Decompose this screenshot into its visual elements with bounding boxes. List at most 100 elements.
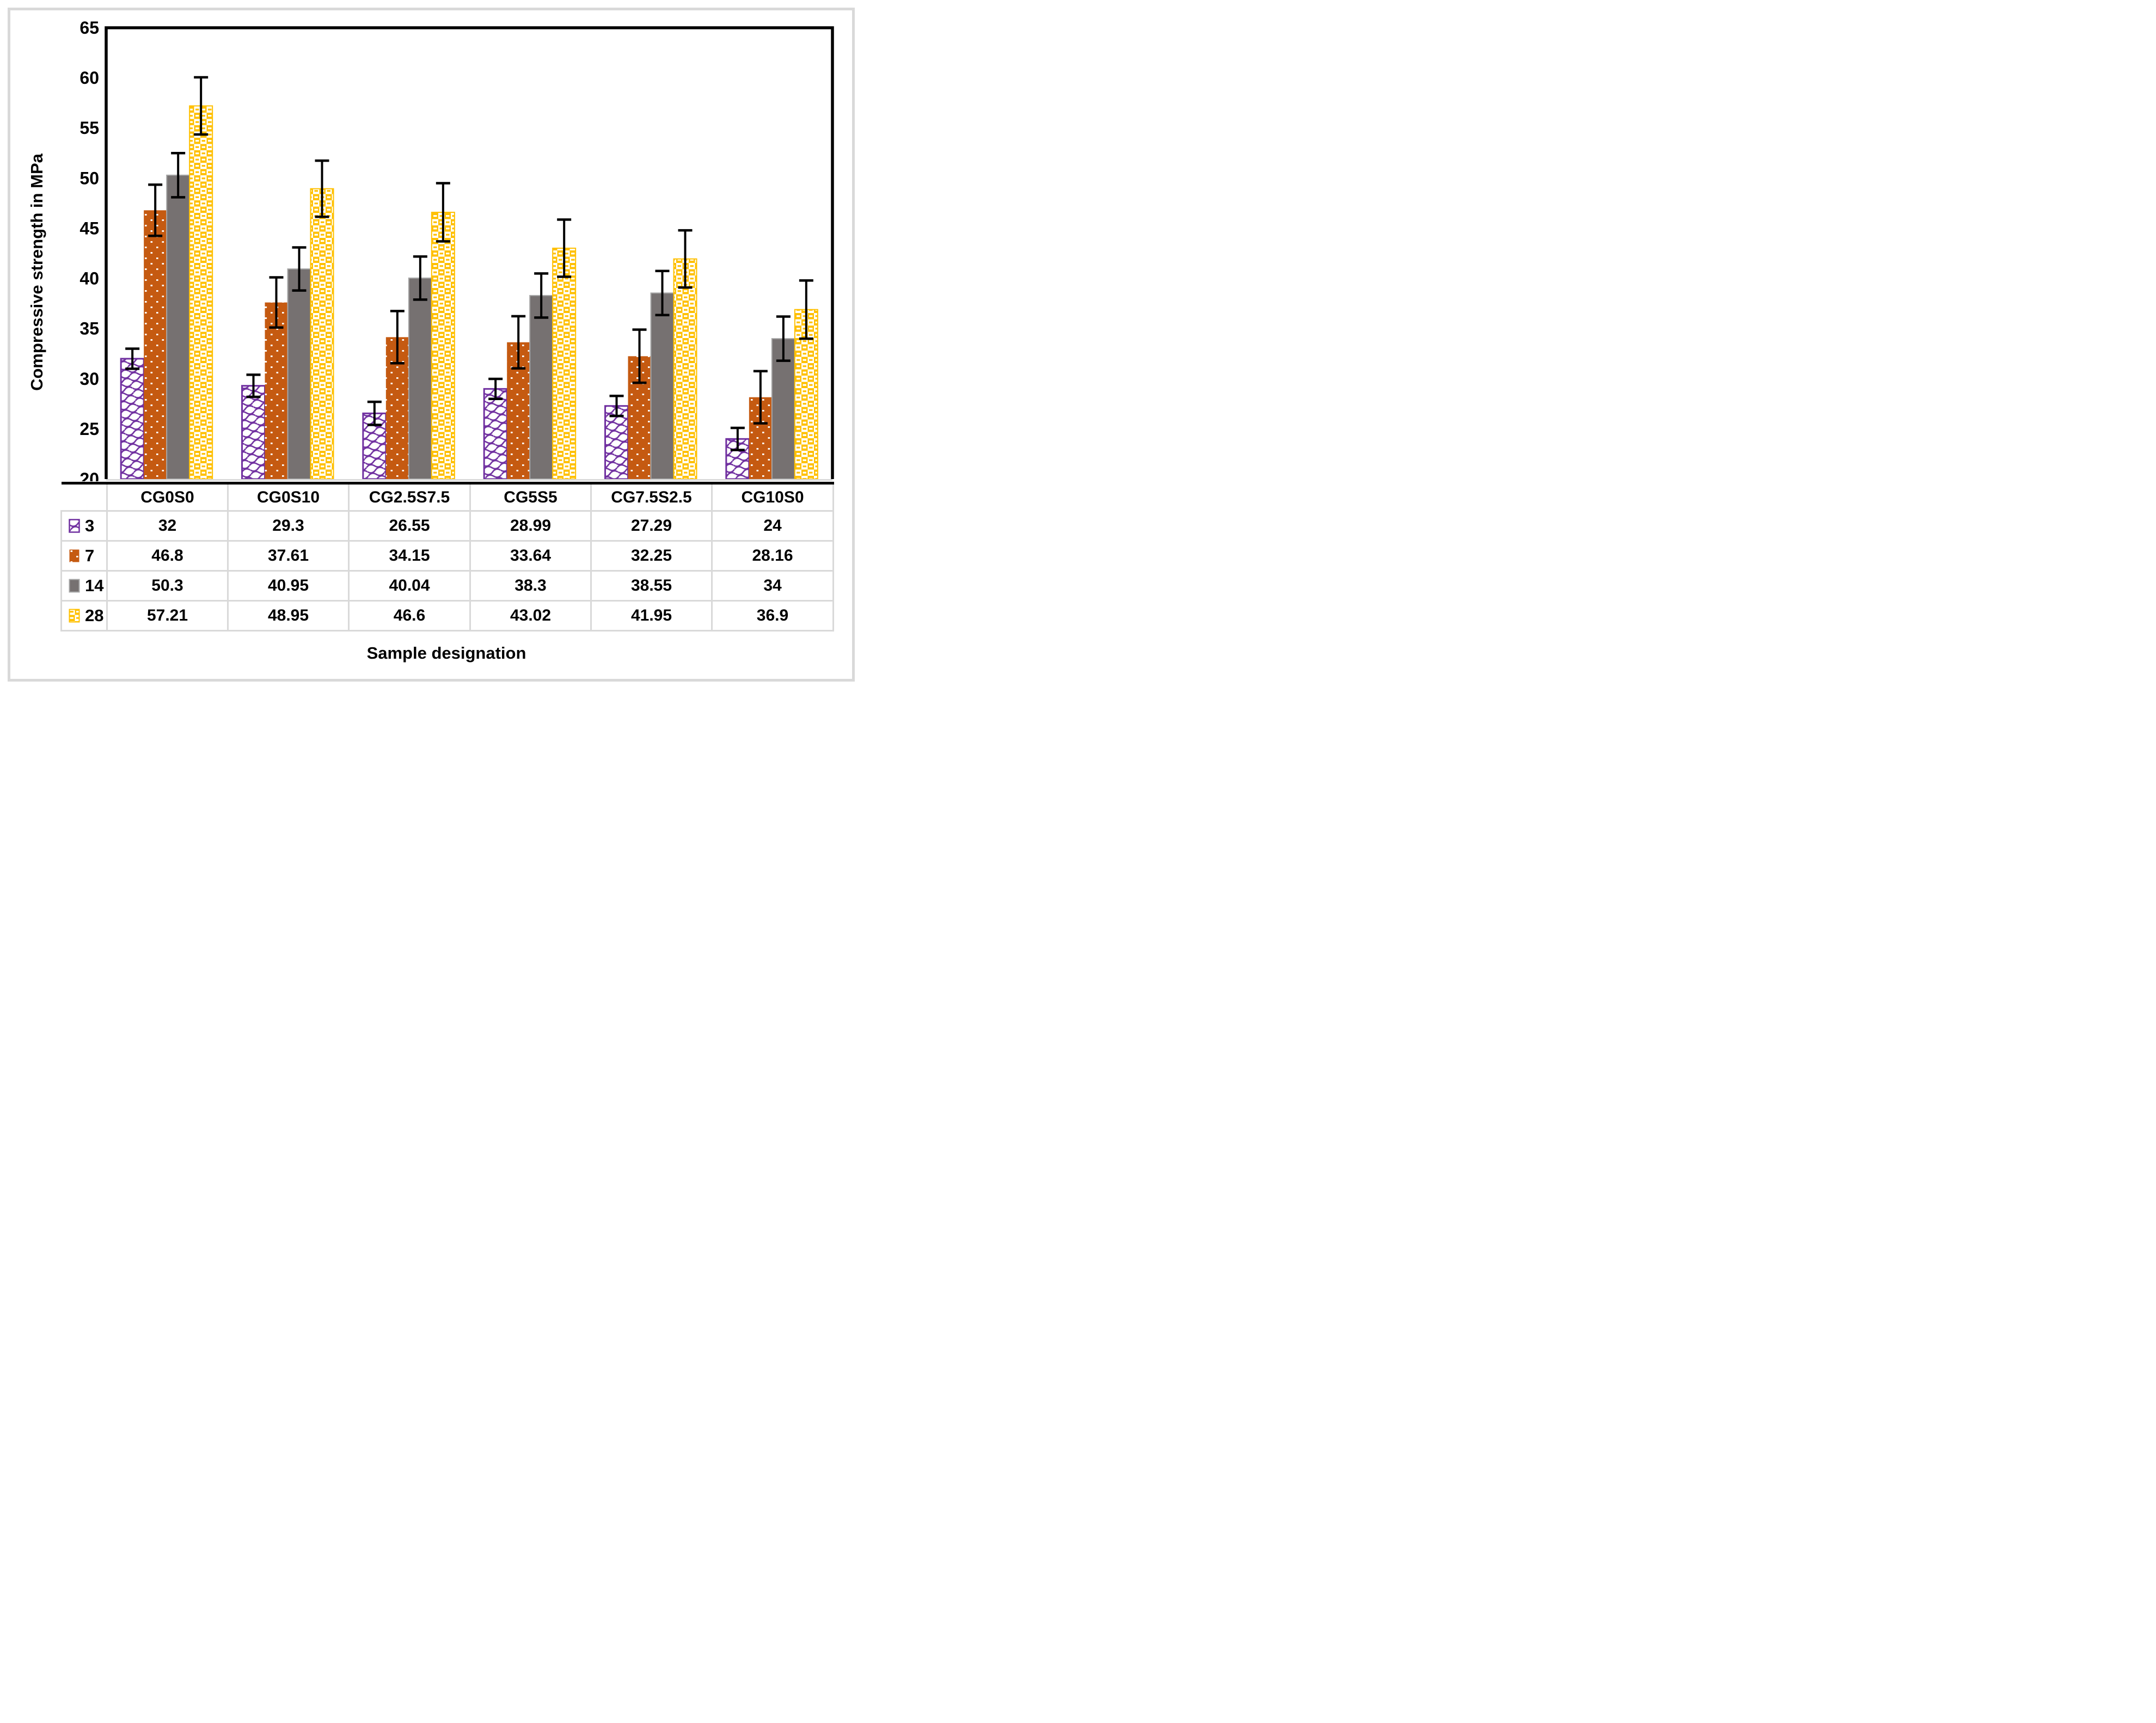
y-tick-label: 30 [79, 369, 99, 389]
value-cell: 27.29 [590, 510, 713, 542]
value-cell: 46.6 [348, 600, 471, 631]
value-cell: 28.99 [469, 510, 592, 542]
y-tick-label: 40 [79, 269, 99, 289]
category-header: CG10S0 [711, 482, 834, 512]
x-axis-title: Sample designation [366, 643, 526, 663]
table-row-series-14: 14 50.3 40.95 40.04 38.3 38.55 34 [60, 570, 834, 602]
value-cell: 24 [711, 510, 834, 542]
value-cell: 57.21 [106, 600, 229, 631]
y-axis-tick-labels: 20 25 30 35 40 45 50 55 60 65 [79, 18, 99, 481]
bar-14d-CG2.5S7.5 [408, 277, 432, 480]
bar-14d-CG0S0 [166, 174, 191, 480]
table-row-series-7: 7 46.8 37.61 34.15 33.64 32.25 28.16 [60, 540, 834, 572]
value-cell: 40.95 [227, 570, 350, 602]
series-label: 14 [85, 576, 104, 595]
table-row-series-28: 28 57.21 48.95 46.6 43.02 41.95 36.9 [60, 600, 834, 631]
error-bar [125, 347, 140, 370]
error-bar [436, 182, 450, 243]
error-bar [511, 315, 526, 370]
bar-28d-CG5S5 [552, 247, 577, 480]
figure: 20 25 30 35 40 45 50 55 60 65 Compressive strengt… [0, 0, 862, 689]
bar-chart: 20 25 30 35 40 45 50 55 60 65 [79, 18, 834, 481]
value-cell: 32.25 [590, 540, 713, 572]
value-cell: 38.55 [590, 570, 713, 602]
y-tick-label: 65 [79, 18, 99, 38]
error-bar [730, 426, 745, 451]
error-bar [171, 152, 186, 199]
bar-28d-CG0S0 [189, 105, 213, 480]
series-label: 28 [85, 606, 104, 625]
plot-area [120, 76, 818, 480]
error-bar [292, 246, 307, 292]
y-tick-label: 45 [79, 218, 99, 238]
error-bar [776, 315, 791, 362]
legend-cell: 28 [60, 600, 108, 631]
error-bar [194, 76, 209, 136]
y-axis-title: Compressive strength in MPa [27, 154, 46, 391]
plot-border [105, 26, 834, 479]
bar-3d-CG5S5 [483, 388, 508, 480]
bar-14d-CG5S5 [529, 295, 554, 480]
error-bar [799, 279, 813, 340]
value-cell: 40.04 [348, 570, 471, 602]
value-cell: 37.61 [227, 540, 350, 572]
error-bar [534, 272, 549, 319]
y-tick-label: 60 [79, 68, 99, 88]
legend-key-icon-series-3 [69, 519, 80, 533]
category-header: CG2.5S7.5 [348, 482, 471, 512]
error-bar [315, 159, 329, 218]
series-label: 7 [85, 546, 95, 565]
error-bar [413, 255, 427, 301]
category-header: CG5S5 [469, 482, 592, 512]
y-tick-label: 20 [79, 469, 99, 481]
table-row-series-3: 3 32 29.3 26.55 28.99 27.29 24 [60, 510, 834, 542]
y-tick-label: 55 [79, 118, 99, 138]
value-cell: 26.55 [348, 510, 471, 542]
value-cell: 29.3 [227, 510, 350, 542]
value-cell: 41.95 [590, 600, 713, 631]
error-bar [557, 218, 572, 278]
error-bar [148, 183, 163, 237]
bar-14d-CG7.5S2.5 [650, 292, 675, 480]
value-cell: 32 [106, 510, 229, 542]
value-cell: 28.16 [711, 540, 834, 572]
legend-key-icon-series-28 [69, 609, 80, 623]
value-cell: 33.64 [469, 540, 592, 572]
category-header: CG0S0 [106, 482, 229, 512]
error-bar [246, 373, 261, 398]
legend-cell: 14 [60, 570, 108, 602]
value-cell: 34.15 [348, 540, 471, 572]
table-header-row: CG0S0 CG0S10 CG2.5S7.5 CG5S5 CG7.5S2.5 C… [61, 482, 834, 512]
bar-7d-CG0S0 [144, 210, 167, 479]
legend-key-icon-series-14 [69, 579, 80, 593]
error-bar [655, 269, 670, 317]
value-cell: 46.8 [106, 540, 229, 572]
legend-cell: 3 [60, 510, 108, 542]
series-label: 3 [85, 516, 95, 535]
value-cell: 36.9 [711, 600, 834, 631]
bar-14d-CG0S10 [287, 268, 311, 480]
bar-3d-CG0S0 [120, 358, 145, 480]
bar-28d-CG0S10 [310, 188, 334, 480]
y-tick-label: 25 [79, 419, 99, 439]
error-bar [390, 310, 405, 365]
category-header: CG7.5S2.5 [590, 482, 713, 512]
table-corner-cell [61, 482, 107, 511]
axes [105, 26, 834, 481]
error-bar [367, 400, 382, 426]
bar-28d-CG7.5S2.5 [673, 258, 697, 480]
error-bar [269, 276, 284, 329]
bar-14d-CG10S0 [771, 338, 795, 480]
error-bar [678, 229, 693, 289]
y-tick-label: 50 [79, 168, 99, 188]
value-cell: 34 [711, 570, 834, 602]
error-bar [632, 328, 647, 384]
error-bar [753, 370, 768, 425]
y-tick-label: 35 [79, 319, 99, 339]
bar-28d-CG2.5S7.5 [431, 211, 455, 480]
legend-cell: 7 [60, 540, 108, 572]
value-cell: 43.02 [469, 600, 592, 631]
legend-key-icon-series-7 [69, 549, 79, 562]
value-cell: 38.3 [469, 570, 592, 602]
error-bar [609, 395, 624, 418]
